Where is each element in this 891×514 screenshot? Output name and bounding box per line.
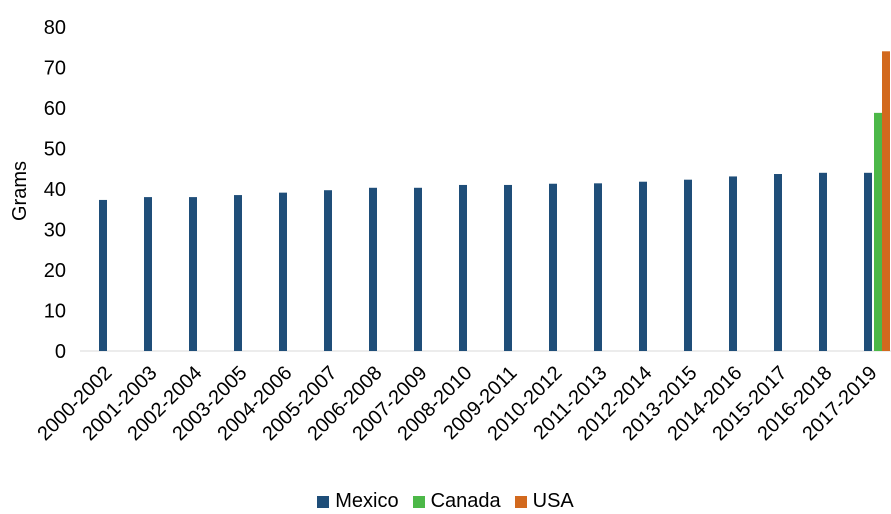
bar-mexico-2003-2005: [234, 195, 242, 351]
bar-usa-2017-2019: [882, 51, 890, 352]
x-axis-tick-labels: 2000-20022001-20032002-20042003-20052004…: [33, 362, 881, 445]
bar-mexico-2009-2011: [504, 184, 512, 351]
bar-mexico-2011-2013: [594, 183, 602, 351]
y-tick-label: 80: [44, 17, 66, 39]
legend-item-usa: USA: [514, 490, 574, 513]
y-tick-label: 70: [44, 58, 66, 80]
y-tick-label: 0: [55, 341, 66, 363]
legend-item-mexico: Mexico: [317, 490, 399, 513]
bar-mexico-2007-2009: [414, 187, 422, 351]
bar-mexico-2013-2015: [684, 179, 692, 351]
bar-mexico-2016-2018: [819, 172, 827, 351]
legend-label: USA: [532, 490, 574, 512]
bar-mexico-2010-2012: [549, 183, 557, 351]
bar-mexico-2006-2008: [369, 187, 377, 351]
bar-mexico-2005-2007: [324, 190, 332, 351]
y-tick-label: 30: [44, 220, 66, 242]
legend-swatch: [317, 495, 330, 508]
y-tick-label: 20: [44, 260, 66, 282]
y-tick-label: 50: [44, 139, 66, 161]
legend-swatch: [514, 495, 527, 508]
y-tick-label: 40: [44, 179, 66, 201]
bar-mexico-2015-2017: [774, 174, 782, 351]
legend-label: Canada: [430, 490, 501, 512]
bars: [99, 51, 890, 352]
bar-mexico-2000-2002: [99, 199, 107, 351]
y-tick-label: 10: [44, 301, 66, 323]
legend-swatch: [412, 495, 425, 508]
bar-mexico-2014-2016: [729, 176, 737, 351]
bar-mexico-2008-2010: [459, 184, 467, 351]
bar-mexico-2001-2003: [144, 197, 152, 351]
y-axis-ticks: 0 10 20 30 40 50 60 70 80: [44, 17, 66, 363]
legend: Mexico Canada USA: [0, 490, 891, 513]
bar-mexico-2017-2019: [864, 172, 872, 351]
legend-label: Mexico: [335, 490, 399, 512]
y-tick-label: 60: [44, 98, 66, 120]
bar-canada-2017-2019: [874, 112, 882, 351]
bar-mexico-2002-2004: [189, 197, 197, 351]
bar-mexico-2004-2006: [279, 192, 287, 351]
y-axis-title: Grams: [9, 161, 31, 221]
bar-mexico-2012-2014: [639, 181, 647, 351]
legend-item-canada: Canada: [412, 490, 501, 513]
